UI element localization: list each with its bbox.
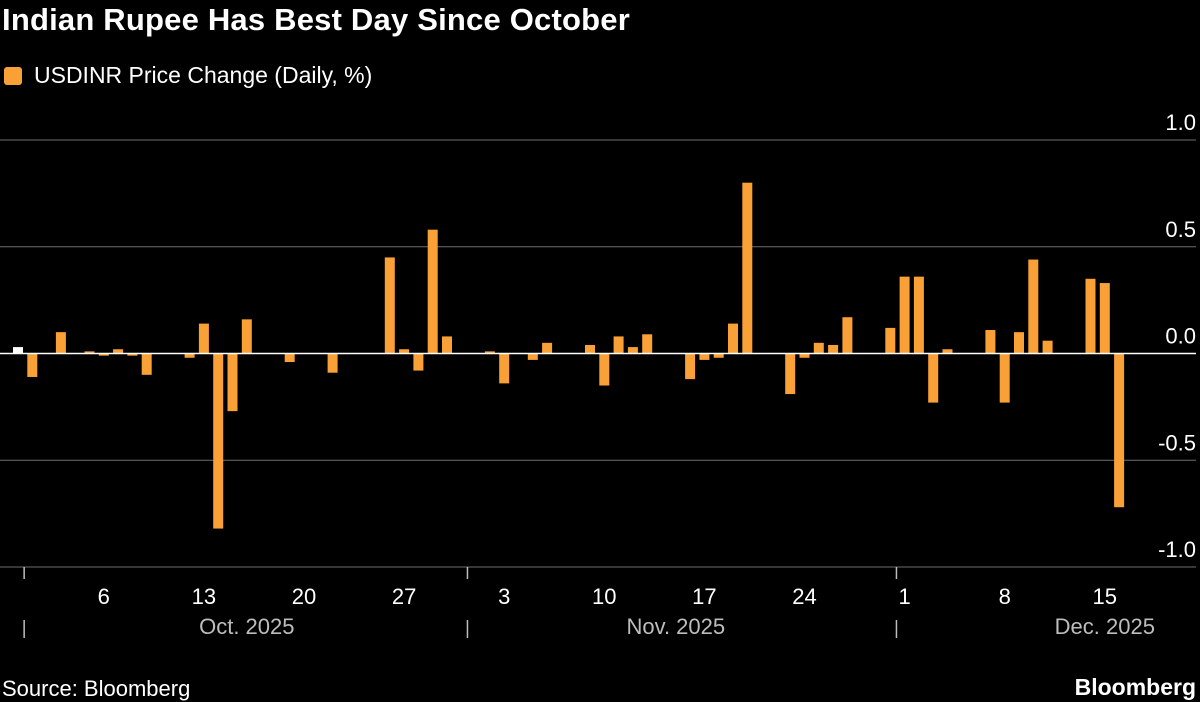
legend-swatch bbox=[4, 66, 22, 85]
month-label: Oct. 2025 bbox=[199, 614, 294, 639]
bar bbox=[427, 229, 438, 354]
bar bbox=[613, 336, 624, 354]
bar bbox=[542, 342, 553, 354]
bar bbox=[685, 353, 696, 380]
x-tick-label: 10 bbox=[592, 584, 616, 609]
y-tick-label: 1.0 bbox=[1165, 110, 1196, 135]
legend: USDINR Price Change (Daily, %) bbox=[4, 62, 372, 89]
bar bbox=[1042, 340, 1053, 354]
x-tick-label: 27 bbox=[392, 584, 416, 609]
bar bbox=[198, 323, 209, 354]
month-label: Nov. 2025 bbox=[626, 614, 725, 639]
bar bbox=[399, 349, 410, 354]
bar bbox=[1085, 278, 1096, 354]
bar bbox=[1014, 332, 1024, 354]
month-label: Dec. 2025 bbox=[1055, 614, 1155, 639]
bar bbox=[113, 349, 124, 354]
bar bbox=[928, 353, 939, 403]
y-tick-label: -1.0 bbox=[1158, 537, 1196, 562]
bar bbox=[484, 351, 495, 354]
bar bbox=[642, 334, 653, 354]
x-tick-label: 15 bbox=[1093, 584, 1117, 609]
bar bbox=[13, 347, 23, 354]
bar bbox=[184, 353, 195, 358]
bar bbox=[585, 344, 595, 354]
bar bbox=[627, 347, 638, 354]
y-tick-label: -0.5 bbox=[1158, 430, 1196, 455]
bar bbox=[885, 327, 896, 354]
bar bbox=[913, 276, 924, 354]
x-tick-label: 1 bbox=[898, 584, 910, 609]
bar bbox=[1099, 283, 1110, 354]
bar bbox=[141, 353, 152, 375]
bar bbox=[413, 353, 424, 371]
x-tick-label: 13 bbox=[192, 584, 216, 609]
bar bbox=[527, 353, 538, 360]
bar bbox=[785, 353, 796, 395]
bar bbox=[1028, 259, 1039, 354]
bar bbox=[384, 257, 395, 354]
x-tick-label: 3 bbox=[498, 584, 510, 609]
y-tick-label: 0.0 bbox=[1165, 324, 1196, 349]
bar bbox=[713, 353, 724, 358]
bar bbox=[27, 353, 38, 377]
bar bbox=[742, 182, 753, 354]
bar bbox=[799, 353, 810, 358]
x-tick-label: 17 bbox=[692, 584, 716, 609]
bar bbox=[728, 323, 738, 354]
x-tick-label: 24 bbox=[792, 584, 816, 609]
bar bbox=[55, 332, 66, 354]
brand-logo-text: Bloomberg bbox=[1074, 674, 1196, 700]
bar bbox=[699, 353, 710, 360]
chart-title: Indian Rupee Has Best Day Since October bbox=[2, 2, 630, 37]
bar bbox=[813, 342, 824, 354]
x-tick-label: 8 bbox=[999, 584, 1011, 609]
bar bbox=[942, 349, 953, 354]
x-tick-label: 6 bbox=[98, 584, 110, 609]
bar bbox=[227, 353, 238, 412]
y-tick-label: 0.5 bbox=[1165, 217, 1196, 242]
bar bbox=[599, 353, 610, 386]
bar bbox=[442, 336, 452, 354]
bar bbox=[213, 353, 224, 529]
bar bbox=[84, 351, 95, 354]
bar bbox=[985, 330, 996, 354]
bar bbox=[241, 319, 252, 354]
bar bbox=[98, 353, 109, 356]
bar bbox=[828, 344, 839, 354]
bar bbox=[842, 317, 853, 354]
source-note: Source: Bloomberg bbox=[2, 676, 191, 701]
bar bbox=[1114, 353, 1125, 508]
bar bbox=[327, 353, 338, 373]
bar bbox=[284, 353, 295, 363]
bar bbox=[499, 353, 510, 384]
legend-label: USDINR Price Change (Daily, %) bbox=[34, 62, 373, 88]
x-tick-label: 20 bbox=[292, 584, 316, 609]
bar bbox=[999, 353, 1010, 403]
bar bbox=[899, 276, 910, 354]
bar bbox=[127, 353, 138, 356]
